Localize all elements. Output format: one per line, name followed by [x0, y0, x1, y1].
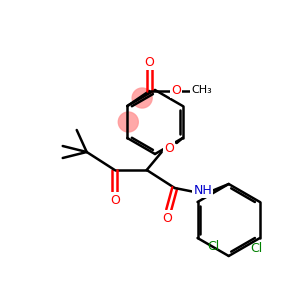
Text: O: O — [164, 142, 174, 154]
Text: Cl: Cl — [207, 239, 220, 253]
Text: O: O — [110, 194, 120, 206]
Text: NH: NH — [193, 184, 212, 196]
Text: O: O — [144, 56, 154, 68]
Text: Cl: Cl — [250, 242, 262, 256]
Circle shape — [118, 112, 138, 132]
Text: CH₃: CH₃ — [191, 85, 212, 95]
Text: O: O — [171, 83, 181, 97]
Text: O: O — [162, 212, 172, 224]
Circle shape — [132, 88, 152, 108]
